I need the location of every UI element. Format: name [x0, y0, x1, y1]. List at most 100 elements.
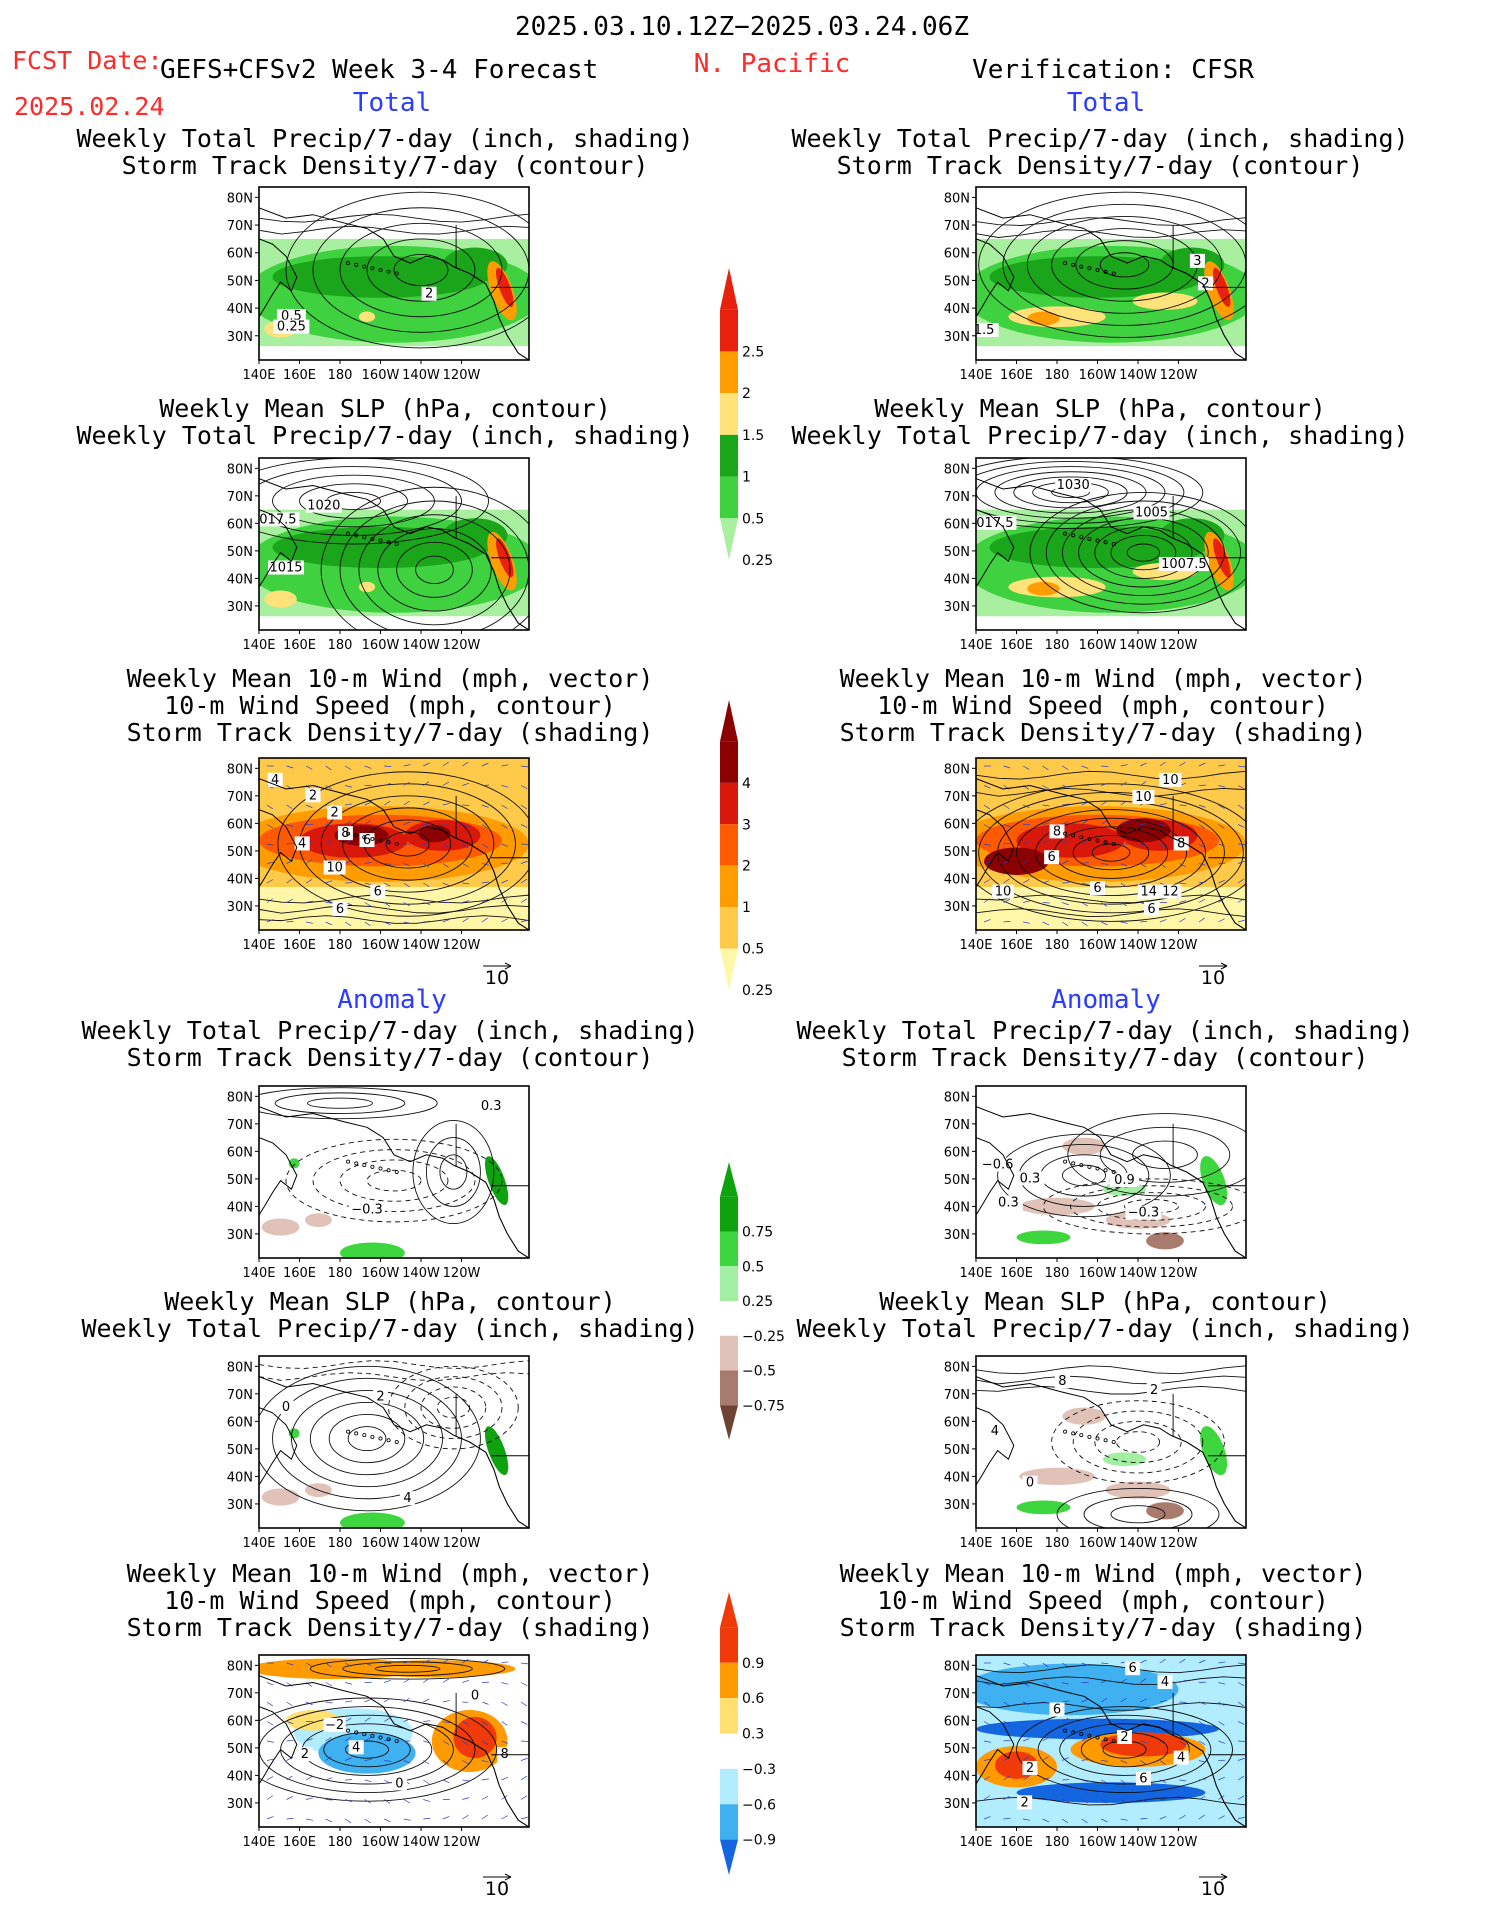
wind-vector — [1237, 843, 1246, 845]
contour-label-bg — [1173, 1750, 1189, 1765]
contour-label: 8 — [341, 826, 349, 841]
wind-vector — [286, 1775, 293, 1781]
contour-label-bg — [993, 1195, 1023, 1210]
panel-frame — [975, 1355, 1247, 1529]
wind-vector — [983, 824, 991, 829]
aleutian-island — [1079, 264, 1084, 269]
aleutian-island — [1071, 1431, 1076, 1436]
wind-vector — [384, 1662, 392, 1664]
contour-label-bg — [1159, 884, 1182, 899]
contour-line — [978, 791, 1244, 914]
aleutian-island — [378, 268, 383, 273]
title-line: Weekly Mean SLP (hPa, contour) — [879, 1287, 1331, 1316]
aleutian-island — [386, 1168, 391, 1173]
contour-line — [1132, 1140, 1198, 1170]
lon-tick-label: 120W — [443, 1835, 481, 1850]
contour-label: 017.5 — [976, 516, 1013, 531]
wind-vector — [403, 800, 410, 806]
wind-vector — [423, 1799, 431, 1802]
contour-line — [259, 1706, 476, 1794]
contour-line — [1115, 1431, 1161, 1453]
colorbar-label: 0.25 — [742, 983, 773, 999]
aleutian-island — [1079, 535, 1084, 540]
lon-tick-label: 180 — [1045, 1835, 1070, 1850]
wind-vector — [462, 782, 470, 786]
shading-region — [264, 590, 297, 608]
colorbar-label: 0.25 — [742, 1294, 773, 1310]
wind-vector — [1061, 820, 1069, 825]
lon-tick-label: 180 — [1045, 938, 1070, 953]
wind-vector — [1218, 1776, 1225, 1781]
contour-line — [425, 1137, 481, 1207]
contour-line — [309, 1401, 425, 1476]
lon-tick-label: 140E — [242, 1835, 275, 1850]
lat-tick-label: 70N — [944, 790, 970, 805]
colorbar-end — [720, 268, 738, 310]
contour-line — [976, 908, 1246, 918]
contour-line — [1034, 817, 1188, 888]
wind-vector — [1042, 822, 1050, 825]
lon-tick-label: 160E — [283, 368, 316, 383]
wind-vector — [1159, 863, 1166, 868]
wind-vector — [1101, 820, 1108, 825]
wind-vector — [423, 863, 430, 868]
lat-tick-label: 70N — [944, 490, 970, 505]
panel-frame — [258, 1085, 530, 1259]
colorbar-label: 0.75 — [742, 1225, 773, 1241]
lat-tick-label: 30N — [944, 600, 970, 615]
aleutian-island — [1111, 542, 1116, 547]
aleutian-island — [1071, 1730, 1076, 1735]
lon-tick-label: 140E — [242, 1266, 275, 1281]
colorbar-end — [720, 1162, 738, 1197]
wind-vector — [345, 1682, 353, 1685]
contour-line — [388, 1365, 519, 1450]
wind-vector — [462, 1815, 469, 1820]
wind-vector — [983, 879, 991, 884]
wind-vector — [1003, 1721, 1011, 1724]
wind-vector — [364, 902, 371, 907]
contour-line — [347, 1426, 387, 1452]
wind-vector — [1198, 881, 1206, 884]
wind-vector — [266, 1740, 274, 1743]
shading-region — [1116, 818, 1171, 843]
wind-vector — [325, 822, 333, 825]
contour-label-bg — [391, 1776, 407, 1791]
contour-label: 4 — [1177, 1751, 1185, 1766]
wind-vector — [442, 1740, 450, 1745]
wind-vector — [325, 1756, 332, 1761]
lon-tick-label: 160W — [1079, 1835, 1117, 1850]
coastline — [259, 207, 368, 229]
lon-tick-label: 160E — [1000, 638, 1033, 653]
wind-vector — [481, 1740, 489, 1745]
lon-tick-label: 140W — [402, 938, 440, 953]
contour-line — [290, 1389, 444, 1488]
wind-vector — [403, 882, 410, 888]
wind-vector — [384, 765, 392, 767]
lon-tick-label: 180 — [328, 1536, 353, 1551]
contour-line — [415, 555, 454, 585]
shading-region — [1016, 823, 1125, 858]
contour-label-bg — [1133, 505, 1170, 520]
wind-vector — [1179, 863, 1186, 868]
wind-vector — [1140, 1799, 1148, 1802]
wind-vector — [520, 824, 528, 828]
wind-vector — [1081, 1737, 1089, 1742]
wind-vector — [1198, 1760, 1206, 1763]
wind-vector — [1062, 902, 1069, 906]
aleutian-island — [370, 1733, 375, 1738]
contour-line — [1099, 252, 1150, 278]
contour-label-bg — [976, 515, 1017, 530]
wind-vector — [1237, 804, 1244, 810]
title-line: Weekly Mean 10-m Wind (mph, vector) — [126, 664, 654, 693]
lon-tick-label: 160E — [283, 1536, 316, 1551]
contour-label-bg — [327, 805, 343, 820]
wind-vector — [1101, 765, 1109, 767]
lat-tick-label: 30N — [944, 1498, 970, 1513]
title-fcst-total-slp: Weekly Mean SLP (hPa, contour) Weekly To… — [76, 395, 693, 449]
wind-vector — [1120, 1799, 1128, 1804]
contour-label: 4 — [403, 1491, 411, 1506]
aleutian-island — [386, 1737, 391, 1742]
contour-label: 6 — [1128, 1661, 1136, 1676]
wind-vector — [364, 1799, 371, 1804]
wind-vector — [1159, 1760, 1166, 1765]
